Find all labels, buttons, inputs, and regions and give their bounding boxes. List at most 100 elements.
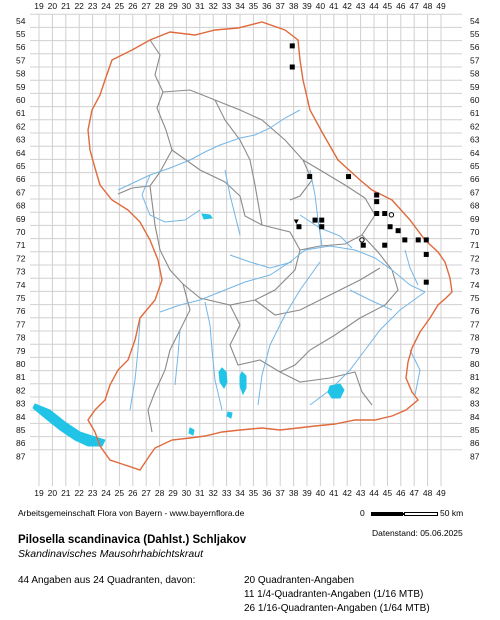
x-tick-label-top: 25: [115, 1, 125, 11]
river-ilz: [404, 249, 419, 286]
x-tick-label-top: 34: [235, 1, 245, 11]
y-tick-label-right: 65: [470, 161, 480, 171]
lakes: [32, 213, 345, 447]
summary-text: 44 Angaben aus 24 Quadranten, davon:: [18, 575, 196, 586]
occurrence-square: [307, 174, 313, 180]
x-tick-label-bottom: 39: [302, 488, 312, 498]
occurrence-square: [289, 43, 295, 49]
datenstand-text: Datenstand: 05.06.2025: [372, 528, 463, 538]
x-tick-label-bottom: 44: [369, 488, 379, 498]
y-tick-label-right: 80: [470, 359, 480, 369]
occurrence-square: [360, 242, 366, 248]
species-common-name: Skandinavisches Mausohrhabichtskraut: [18, 548, 204, 560]
y-tick-label-left: 57: [16, 55, 26, 65]
occurrence-square: [374, 211, 380, 217]
district-border-inner-a: [254, 267, 381, 316]
x-tick-label-bottom: 21: [61, 488, 71, 498]
x-tick-label-bottom: 49: [436, 488, 446, 498]
x-tick-label-top: 48: [423, 1, 433, 11]
x-tick-label-bottom: 30: [182, 488, 192, 498]
y-tick-label-left: 86: [16, 438, 26, 448]
stat-quadranten: 20 Quadranten-Angaben: [244, 575, 355, 586]
x-tick-label-bottom: 20: [48, 488, 58, 498]
y-tick-label-right: 85: [470, 425, 480, 435]
y-tick-label-left: 81: [16, 372, 26, 382]
x-tick-label-bottom: 29: [168, 488, 178, 498]
x-tick-label-top: 44: [369, 1, 379, 11]
river-main: [117, 109, 301, 191]
x-tick-label-top: 49: [436, 1, 446, 11]
occurrence-square: [312, 217, 318, 223]
y-tick-label-left: 54: [16, 16, 26, 26]
y-tick-label-left: 62: [16, 121, 26, 131]
y-tick-label-right: 55: [470, 29, 480, 39]
x-tick-label-bottom: 34: [235, 488, 245, 498]
y-tick-label-right: 71: [470, 240, 480, 250]
river-naab: [309, 169, 323, 247]
x-tick-label-bottom: 23: [88, 488, 98, 498]
y-tick-label-left: 85: [16, 425, 26, 435]
x-tick-label-bottom: 43: [356, 488, 366, 498]
grid-lines: [30, 13, 462, 486]
river-wertach: [174, 329, 181, 386]
x-tick-label-top: 45: [383, 1, 393, 11]
x-tick-label-top: 26: [128, 1, 138, 11]
y-tick-label-right: 77: [470, 319, 480, 329]
district-border-niederbayern: [279, 234, 399, 373]
y-tick-label-right: 61: [470, 108, 480, 118]
district-borders: [117, 39, 399, 433]
y-tick-label-left: 65: [16, 161, 26, 171]
occurrence-square: [387, 224, 393, 230]
occurrence-markers: [289, 43, 429, 285]
x-tick-label-top: 39: [302, 1, 312, 11]
y-tick-label-right: 70: [470, 227, 480, 237]
x-tick-label-bottom: 35: [249, 488, 259, 498]
x-tick-label-bottom: 25: [115, 488, 125, 498]
y-tick-label-left: 82: [16, 385, 26, 395]
river-main-lower: [141, 174, 201, 223]
x-tick-label-top: 21: [61, 1, 71, 11]
river-iller: [129, 319, 141, 411]
river-lech: [204, 301, 223, 411]
x-tick-label-top: 33: [222, 1, 232, 11]
credit-text: Arbeitsgemeinschaft Flora von Bayern - w…: [18, 508, 245, 518]
x-tick-label-bottom: 41: [329, 488, 339, 498]
x-tick-label-top: 37: [275, 1, 285, 11]
river-danube: [159, 245, 426, 313]
y-tick-label-right: 64: [470, 148, 480, 158]
river-altmuehl: [229, 254, 293, 269]
lake-chiemsee: [327, 383, 345, 399]
occurrence-square: [346, 174, 352, 180]
stat-viertel-quadranten: 11 1/4-Quadranten-Angaben (1/16 MTB): [244, 589, 424, 600]
x-tick-label-top: 31: [195, 1, 205, 11]
y-tick-label-left: 78: [16, 333, 26, 343]
y-tick-label-left: 73: [16, 267, 26, 277]
y-tick-label-left: 84: [16, 412, 26, 422]
y-tick-label-right: 83: [470, 399, 480, 409]
scale-zero-label: 0: [360, 508, 365, 518]
x-tick-label-bottom: 46: [396, 488, 406, 498]
y-tick-label-right: 68: [470, 201, 480, 211]
lake-starnberg: [239, 371, 247, 396]
rivers: [117, 109, 426, 411]
x-axis-bottom-labels: 19 20 21 22 23 24 25 26 27 28 29 30 31 32 33 34 35 36 37 38…: [34, 488, 446, 498]
y-tick-label-right: 67: [470, 187, 480, 197]
y-tick-label-left: 70: [16, 227, 26, 237]
x-tick-label-top: 24: [101, 1, 111, 11]
occurrence-square: [415, 237, 421, 243]
y-axis-left-labels: 54 55 56 57 58 59 60 61 62 63 64 65 66 67 68 69 70 71 72 73…: [16, 16, 26, 462]
x-tick-label-bottom: 40: [316, 488, 326, 498]
y-tick-label-right: 63: [470, 135, 480, 145]
y-tick-label-right: 54: [470, 16, 480, 26]
x-tick-label-top: 38: [289, 1, 299, 11]
x-tick-label-bottom: 28: [155, 488, 165, 498]
district-border-schwaben: [147, 283, 191, 433]
y-tick-label-left: 76: [16, 306, 26, 316]
x-tick-label-top: 35: [249, 1, 259, 11]
river-vils: [349, 289, 393, 311]
y-tick-label-left: 77: [16, 319, 26, 329]
x-tick-label-bottom: 33: [222, 488, 232, 498]
species-title: Pilosella scandinavica (Dahlst.) Schljak…: [18, 534, 247, 546]
distribution-map: 19 20 21 22 23 24 25 26 27 28 29 30 31 32 33 34 35 36 37 38…: [16, 1, 480, 498]
x-tick-label-bottom: 19: [34, 488, 44, 498]
